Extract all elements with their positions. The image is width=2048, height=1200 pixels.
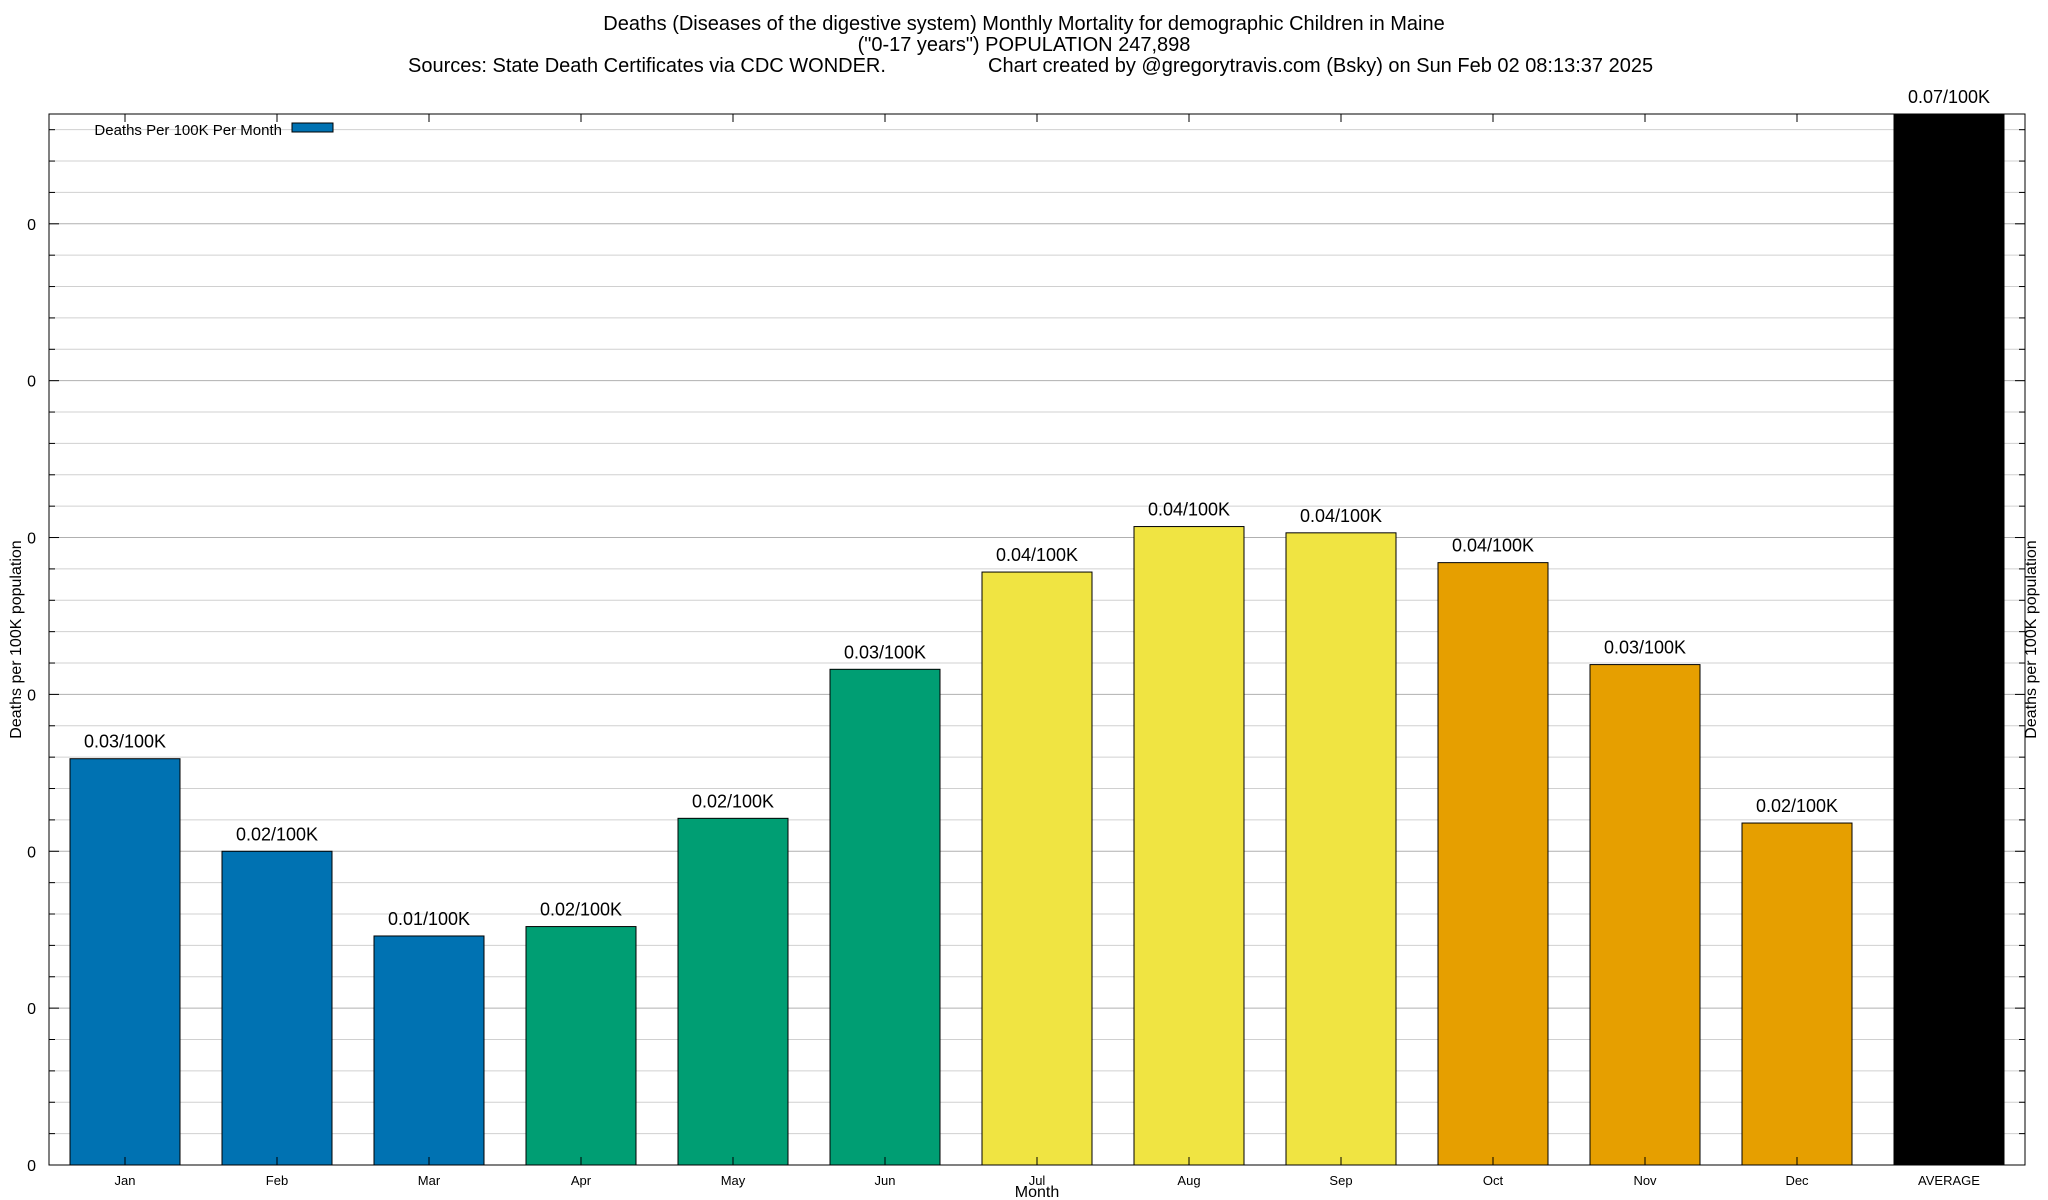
y-tick-label: 0 xyxy=(27,844,36,861)
bar-jan xyxy=(69,758,181,1166)
bar-mar xyxy=(373,935,485,1166)
bar-aug xyxy=(1133,526,1245,1166)
bar-jun xyxy=(829,668,941,1166)
data-label: 0.03/100K xyxy=(1604,638,1686,658)
data-label: 0.04/100K xyxy=(1452,536,1534,556)
x-tick-label: Dec xyxy=(1785,1173,1809,1188)
data-label: 0.07/100K xyxy=(1908,87,1990,107)
chart-subtitle: ("0-17 years") POPULATION 247,898 xyxy=(857,34,1191,56)
y-tick-label: 0 xyxy=(27,1001,36,1018)
y-tick-label: 0 xyxy=(27,1158,36,1175)
x-tick-label: May xyxy=(721,1173,746,1188)
x-tick-label: Feb xyxy=(266,1173,288,1188)
data-label: 0.02/100K xyxy=(1756,796,1838,816)
bar-sep xyxy=(1285,532,1397,1166)
x-tick-label: Oct xyxy=(1483,1173,1504,1188)
x-tick-label: Apr xyxy=(571,1173,592,1188)
data-label: 0.02/100K xyxy=(540,900,622,920)
bar-may xyxy=(677,817,789,1166)
legend-swatch xyxy=(291,122,334,133)
y-tick-label: 0 xyxy=(27,217,36,234)
data-label: 0.02/100K xyxy=(692,791,774,811)
bar-dec xyxy=(1741,822,1853,1166)
data-label: 0.03/100K xyxy=(84,732,166,752)
x-tick-label: Jan xyxy=(115,1173,136,1188)
x-tick-label: Mar xyxy=(418,1173,441,1188)
data-label: 0.01/100K xyxy=(388,909,470,929)
data-label: 0.02/100K xyxy=(236,824,318,844)
data-label: 0.04/100K xyxy=(1300,506,1382,526)
chart-source: Sources: State Death Certificates via CD… xyxy=(408,55,886,77)
bar-jul xyxy=(981,571,1093,1166)
bar-average xyxy=(1893,113,2005,1166)
x-tick-label: Sep xyxy=(1329,1173,1352,1188)
y-tick-label: 0 xyxy=(27,687,36,704)
bar-apr xyxy=(525,926,637,1166)
x-tick-label: Aug xyxy=(1177,1173,1200,1188)
x-tick-label: Jul xyxy=(1029,1173,1046,1188)
data-label: 0.04/100K xyxy=(1148,500,1230,520)
plot-border xyxy=(48,113,2026,1166)
legend-label: Deaths Per 100K Per Month xyxy=(94,122,282,139)
chart-credit: Chart created by @gregorytravis.com (Bsk… xyxy=(988,55,1654,77)
y-tick-label: 0 xyxy=(27,374,36,391)
y-axis-label: Deaths per 100K population xyxy=(8,540,25,738)
bar-nov xyxy=(1589,664,1701,1166)
bar-feb xyxy=(221,850,333,1166)
y-tick-label: 0 xyxy=(27,531,36,548)
data-label: 0.03/100K xyxy=(844,642,926,662)
x-tick-label: Nov xyxy=(1633,1173,1657,1188)
y-axis-label-right: Deaths per 100K population xyxy=(2023,540,2040,738)
chart-title: Deaths (Diseases of the digestive system… xyxy=(603,13,1445,35)
x-tick-label: AVERAGE xyxy=(1918,1173,1980,1188)
x-tick-label: Jun xyxy=(875,1173,896,1188)
data-label: 0.04/100K xyxy=(996,545,1078,565)
x-axis-label: Month xyxy=(1015,1184,1059,1200)
bar-oct xyxy=(1437,562,1549,1166)
